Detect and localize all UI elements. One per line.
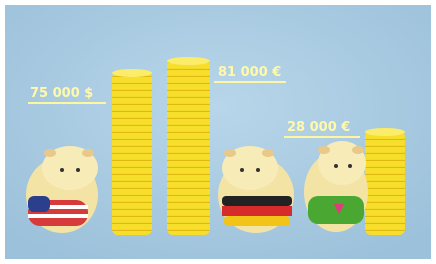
amount-label: 28 000 € [287,120,350,135]
coin-stack [167,60,210,235]
coin-stack [112,72,152,235]
coin-top [365,128,405,136]
illustration: 75 000 $ 81 000 € 28 000 € [0,0,436,264]
amount-label: 75 000 $ [30,86,93,101]
amount-label: 81 000 € [218,65,281,80]
coin-top [112,69,152,77]
coin-top [167,57,210,65]
coin-stack [365,131,405,235]
